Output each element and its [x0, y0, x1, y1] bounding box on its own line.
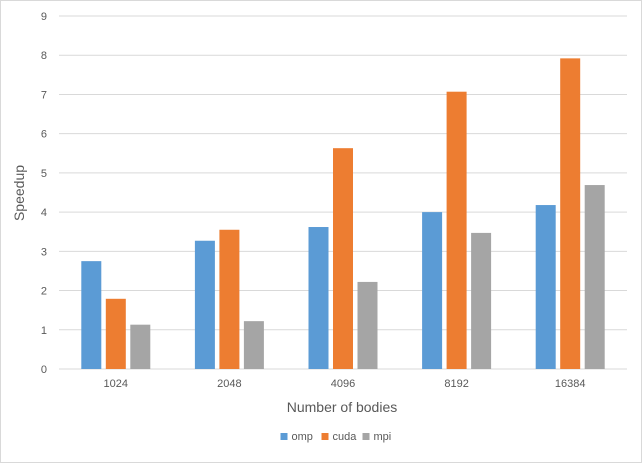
- bar-cuda-1024: [105, 298, 126, 369]
- bar-omp-16384: [535, 205, 556, 369]
- y-tick-label: 5: [41, 168, 47, 180]
- y-tick-label: 8: [41, 50, 47, 62]
- legend: omp cuda mpi: [280, 431, 392, 443]
- y-tick-label: 1: [41, 325, 47, 337]
- legend-label-omp: omp: [292, 431, 313, 443]
- bar-mpi-16384: [584, 185, 605, 369]
- y-axis-title: Speedup: [11, 165, 27, 221]
- bar-cuda-4096: [333, 148, 353, 369]
- x-tick-label: 16384: [555, 378, 586, 390]
- x-tick-label: 8192: [444, 378, 468, 390]
- x-tick-label: 1024: [104, 378, 128, 390]
- y-tick-label: 0: [41, 364, 47, 376]
- y-axis-ticks: 0 1 2 3 4 5 6 7 8 9: [41, 11, 47, 376]
- bar-cuda-16384: [560, 58, 581, 370]
- x-tick-label: 2048: [217, 378, 241, 390]
- legend-label-cuda: cuda: [333, 431, 358, 443]
- x-axis-ticks: 1024 2048 4096 8192 16384: [104, 378, 586, 390]
- legend-swatch-omp: [280, 433, 288, 440]
- bar-omp-2048: [194, 240, 215, 369]
- bar-omp-1024: [81, 261, 102, 369]
- bar-mpi-1024: [130, 324, 151, 369]
- legend-swatch-cuda: [321, 433, 329, 440]
- bar-omp-8192: [422, 212, 443, 369]
- y-tick-label: 9: [41, 11, 47, 23]
- y-tick-label: 4: [41, 207, 47, 219]
- x-axis-title: Number of bodies: [287, 399, 398, 415]
- bars: [81, 58, 605, 370]
- bar-cuda-2048: [219, 229, 240, 369]
- bar-mpi-2048: [243, 321, 264, 369]
- bar-mpi-4096: [357, 281, 378, 369]
- bar-mpi-8192: [471, 232, 492, 369]
- y-tick-label: 3: [41, 246, 47, 258]
- legend-swatch-mpi: [362, 433, 370, 440]
- bar-omp-4096: [308, 227, 329, 369]
- legend-label-mpi: mpi: [374, 431, 392, 443]
- x-tick-label: 4096: [331, 378, 355, 390]
- y-tick-label: 6: [41, 129, 47, 141]
- y-tick-label: 7: [41, 89, 47, 101]
- bar-cuda-8192: [446, 91, 467, 370]
- y-tick-label: 2: [41, 286, 47, 298]
